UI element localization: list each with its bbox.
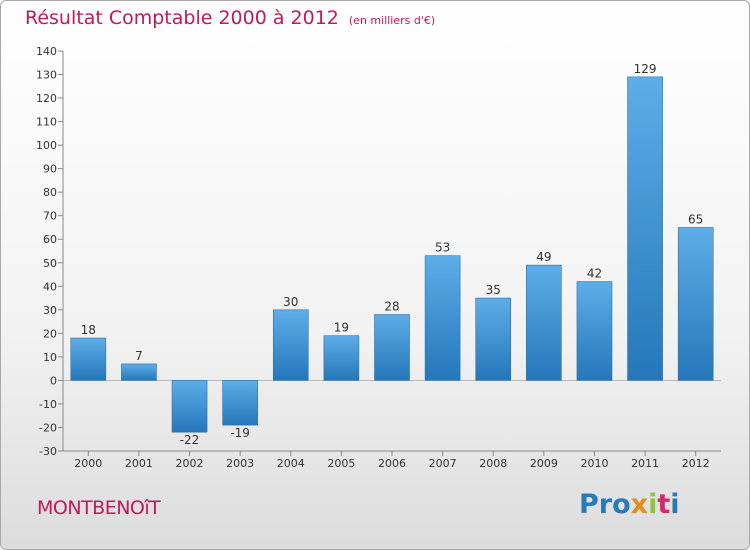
bar (121, 363, 157, 381)
data-label: 65 (688, 212, 703, 226)
y-tick-label: 90 (43, 163, 57, 176)
y-tick-label: 140 (36, 45, 57, 58)
y-tick-label: 50 (43, 257, 57, 270)
data-label: 18 (81, 323, 96, 337)
data-label: 28 (384, 300, 399, 314)
x-tick-label: 2002 (176, 457, 204, 470)
x-tick-label: 2003 (226, 457, 254, 470)
bar (627, 76, 663, 381)
y-tick-label: 40 (43, 280, 57, 293)
data-label: 35 (486, 283, 501, 297)
y-tick-label: 110 (36, 116, 57, 129)
data-label: 19 (334, 321, 349, 335)
bar (272, 309, 309, 381)
data-label: 42 (587, 267, 602, 281)
bar (374, 314, 410, 381)
bar (424, 255, 461, 381)
axes: 1401301201101009080706050403020100-10-20… (36, 45, 721, 470)
data-label: 129 (634, 62, 657, 76)
y-tick-label: 80 (43, 186, 57, 199)
commune-name: MONTBENOîT (37, 497, 161, 519)
y-tick-label: 100 (36, 139, 57, 152)
bar (677, 227, 714, 381)
data-label: 49 (536, 250, 551, 264)
bar (70, 337, 107, 381)
y-tick-label: 30 (43, 304, 57, 317)
bars (70, 76, 714, 433)
data-label: 7 (135, 349, 143, 363)
x-tick-label: 2007 (429, 457, 457, 470)
y-tick-label: 20 (43, 327, 57, 340)
chart-subtitle: (en milliers d'€) (348, 14, 436, 27)
x-tick-label: 2001 (125, 457, 153, 470)
data-label: 30 (283, 295, 298, 309)
x-tick-label: 2005 (327, 457, 355, 470)
bar (222, 380, 258, 426)
x-tick-label: 2011 (631, 457, 659, 470)
data-label: 53 (435, 241, 450, 255)
bar (576, 281, 613, 381)
bar (323, 335, 360, 381)
data-label: -19 (230, 426, 250, 440)
y-tick-label: 70 (43, 210, 57, 223)
x-tick-label: 2000 (74, 457, 102, 470)
proxiti-logo: Proxiti (579, 489, 680, 520)
x-tick-label: 2006 (378, 457, 406, 470)
y-tick-label: 60 (43, 233, 57, 246)
x-tick-label: 2012 (682, 457, 710, 470)
data-label: -22 (180, 433, 200, 447)
y-tick-label: -10 (39, 398, 57, 411)
bar (475, 297, 512, 381)
y-tick-label: 10 (43, 351, 57, 364)
chart-title: Résultat Comptable 2000 à 2012 (en millie… (25, 7, 435, 29)
x-tick-label: 2009 (530, 457, 558, 470)
x-tick-label: 2010 (580, 457, 608, 470)
bar (171, 380, 208, 433)
x-tick-label: 2004 (277, 457, 305, 470)
y-tick-label: 130 (36, 69, 57, 82)
data-labels: 18 7 -22 -19 30 19 28 53 35 49 42 129 65 (81, 62, 704, 447)
bar (526, 264, 562, 381)
y-tick-label: 120 (36, 92, 57, 105)
y-tick-label: -20 (39, 421, 57, 434)
x-tick-label: 2008 (479, 457, 507, 470)
y-tick-label: -30 (39, 445, 57, 458)
chart-title-text: Résultat Comptable 2000 à 2012 (25, 7, 339, 29)
y-tick-label: 0 (50, 374, 57, 387)
